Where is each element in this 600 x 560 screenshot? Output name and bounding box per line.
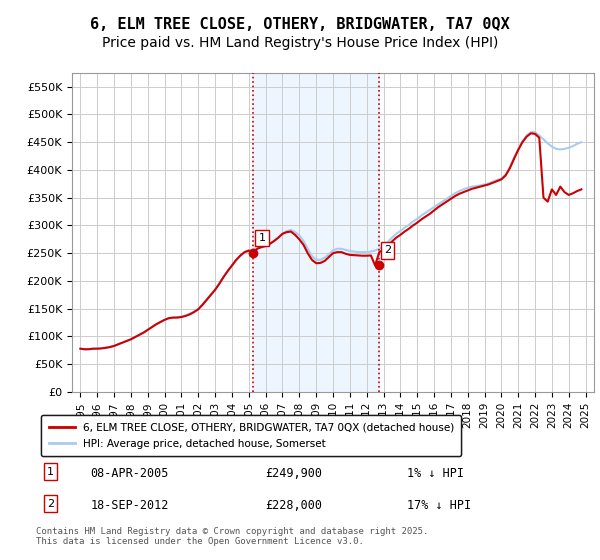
Text: £249,900: £249,900	[265, 466, 322, 480]
Text: 08-APR-2005: 08-APR-2005	[91, 466, 169, 480]
Text: 18-SEP-2012: 18-SEP-2012	[91, 499, 169, 512]
Bar	[253, 73, 379, 392]
Legend: 6, ELM TREE CLOSE, OTHERY, BRIDGWATER, TA7 0QX (detached house), HPI: Average pr: 6, ELM TREE CLOSE, OTHERY, BRIDGWATER, T…	[41, 415, 461, 456]
Text: 1: 1	[259, 233, 265, 243]
Text: Price paid vs. HM Land Registry's House Price Index (HPI): Price paid vs. HM Land Registry's House …	[102, 36, 498, 50]
Text: 1% ↓ HPI: 1% ↓ HPI	[407, 466, 464, 480]
Text: Contains HM Land Registry data © Crown copyright and database right 2025.
This d: Contains HM Land Registry data © Crown c…	[36, 526, 428, 546]
Text: 1: 1	[47, 466, 54, 477]
Text: £228,000: £228,000	[265, 499, 322, 512]
Text: 17% ↓ HPI: 17% ↓ HPI	[407, 499, 472, 512]
Text: 2: 2	[384, 245, 391, 255]
Text: 2: 2	[47, 499, 54, 508]
Text: 6, ELM TREE CLOSE, OTHERY, BRIDGWATER, TA7 0QX: 6, ELM TREE CLOSE, OTHERY, BRIDGWATER, T…	[90, 17, 510, 32]
